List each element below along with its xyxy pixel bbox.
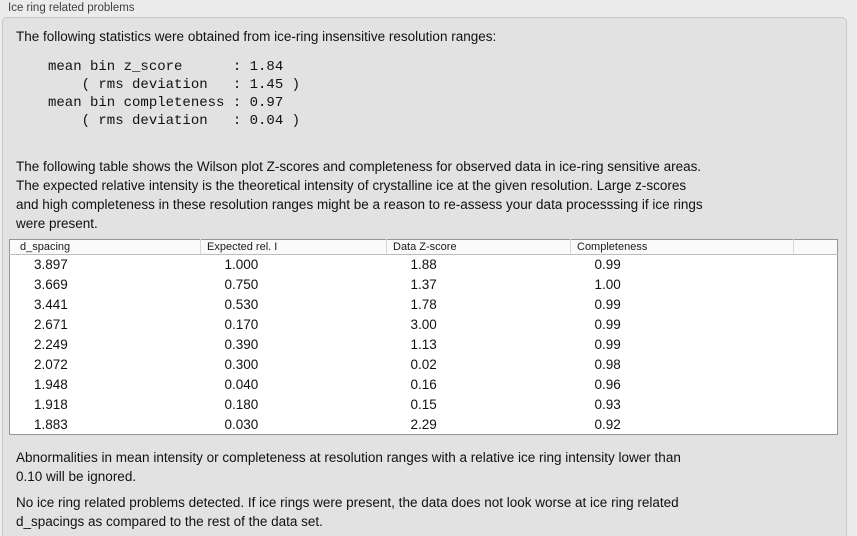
table-cell: 0.530: [224, 297, 259, 312]
table-row[interactable]: 2.072 0.300 0.02 0.98: [10, 355, 838, 375]
table-cell: 0.15: [410, 397, 437, 412]
ignore-note-text: Abnormalities in mean intensity or compl…: [16, 450, 681, 484]
table-cell-empty: [794, 295, 838, 315]
table-cell-empty: [794, 335, 838, 355]
table-cell-empty: [794, 375, 838, 395]
conclusion-text: No ice ring related problems detected. I…: [16, 495, 679, 529]
table-cell: 0.040: [224, 377, 259, 392]
table-cell: 0.99: [594, 317, 621, 332]
table-row[interactable]: 3.441 0.530 1.78 0.99: [10, 295, 838, 315]
table-cell: 0.180: [224, 397, 259, 412]
table-row[interactable]: 1.918 0.180 0.15 0.93: [10, 395, 838, 415]
column-header-empty: [793, 239, 838, 255]
table-cell: 1.948: [34, 377, 68, 392]
table-row[interactable]: 1.883 0.030 2.29 0.92: [10, 415, 838, 435]
table-cell: 0.98: [594, 357, 621, 372]
table-cell: 0.750: [224, 277, 259, 292]
stats-block: mean bin z_score : 1.84 ( rms deviation …: [48, 59, 301, 129]
table-cell: 0.030: [224, 416, 259, 432]
table-cell: 0.300: [224, 357, 259, 372]
table-cell: 0.99: [594, 257, 621, 273]
table-cell: 1.00: [594, 277, 621, 292]
table-cell: 3.00: [410, 317, 437, 332]
table-header-row: d_spacing Expected rel. I Data Z-score C…: [9, 239, 838, 255]
table-cell-empty: [794, 275, 838, 295]
table-cell: 0.02: [410, 357, 437, 372]
table-cell: 3.897: [34, 257, 68, 273]
table-cell: 1.37: [410, 277, 437, 292]
panel-title: Ice ring related problems: [8, 2, 135, 14]
table-cell: 2.072: [34, 357, 68, 372]
table-cell: 3.441: [34, 297, 68, 312]
table-cell-empty: [794, 255, 838, 275]
table-row[interactable]: 2.249 0.390 1.13 0.99: [10, 335, 838, 355]
table-cell: 1.78: [410, 297, 437, 312]
ice-ring-groupbox: The following statistics were obtained f…: [2, 17, 847, 536]
table-cell: 1.13: [410, 337, 437, 352]
column-header-data-z-score[interactable]: Data Z-score: [386, 239, 571, 255]
table-cell: 0.99: [594, 297, 621, 312]
table-cell-empty: [794, 395, 838, 415]
column-header-d-spacing[interactable]: d_spacing: [9, 239, 201, 255]
table-cell: 0.99: [594, 337, 621, 352]
table-description: The following table shows the Wilson plo…: [16, 159, 703, 231]
ice-ring-table: d_spacing Expected rel. I Data Z-score C…: [9, 239, 838, 435]
table-cell: 2.249: [34, 337, 68, 352]
table-row[interactable]: 3.897 1.000 1.88 0.99: [10, 255, 838, 275]
table-cell: 2.29: [410, 416, 437, 432]
table-cell: 0.170: [224, 317, 259, 332]
table-cell: 0.93: [594, 397, 621, 412]
table-cell: 1.883: [34, 416, 68, 432]
column-header-expected-rel-i[interactable]: Expected rel. I: [200, 239, 387, 255]
table-row[interactable]: 1.948 0.040 0.16 0.96: [10, 375, 838, 395]
intro-text: The following statistics were obtained f…: [16, 29, 497, 44]
table-cell: 0.92: [594, 416, 621, 432]
table-row[interactable]: 2.671 0.170 3.00 0.99: [10, 315, 838, 335]
table-cell: 0.16: [410, 377, 437, 392]
table-cell: 0.390: [224, 337, 259, 352]
table-cell: 0.96: [594, 377, 621, 392]
table-cell: 3.669: [34, 277, 68, 292]
table-cell: 1.88: [410, 257, 437, 273]
table-row[interactable]: 3.669 0.750 1.37 1.00: [10, 275, 838, 295]
table-cell-empty: [794, 415, 838, 435]
column-header-completeness[interactable]: Completeness: [570, 239, 794, 255]
table-cell: 2.671: [34, 317, 68, 332]
table-cell: 1.918: [34, 397, 68, 412]
table-cell-empty: [794, 355, 838, 375]
table-cell: 1.000: [224, 257, 259, 273]
table-cell-empty: [794, 315, 838, 335]
